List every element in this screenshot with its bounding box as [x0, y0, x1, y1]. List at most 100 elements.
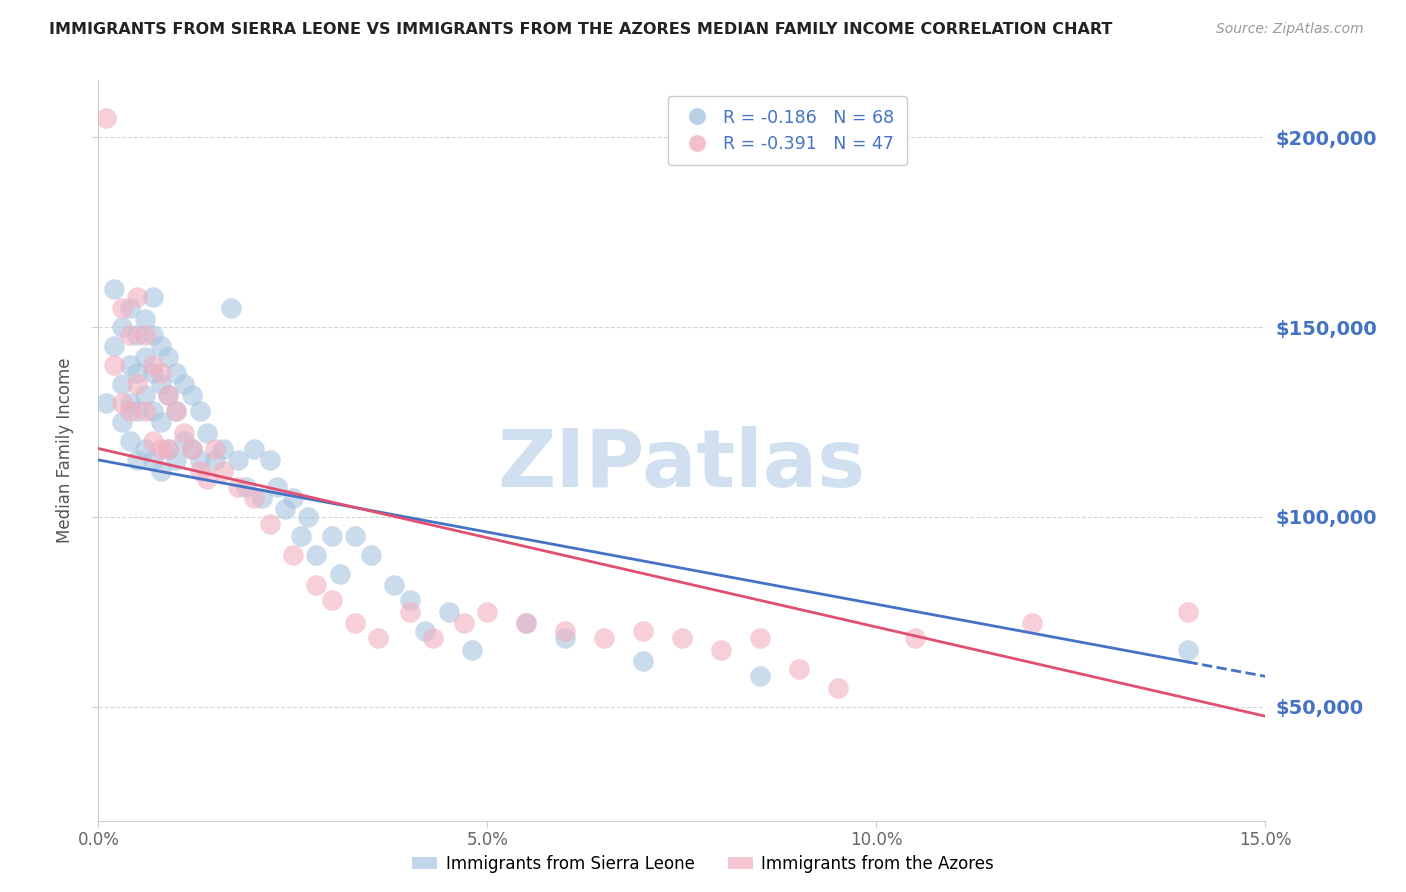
Point: [188, 464, 211, 478]
Point: [149, 339, 172, 353]
Point: [398, 593, 420, 607]
Point: [1021, 616, 1043, 631]
Point: [398, 605, 420, 619]
Point: [180, 442, 202, 456]
Point: [413, 624, 436, 638]
Point: [195, 472, 218, 486]
Point: [118, 396, 141, 410]
Point: [827, 681, 849, 695]
Point: [477, 605, 499, 619]
Point: [344, 529, 367, 543]
Point: [1177, 642, 1199, 657]
Point: [173, 434, 195, 448]
Point: [127, 403, 149, 417]
Point: [515, 616, 537, 631]
Point: [157, 351, 180, 365]
Point: [165, 366, 187, 380]
Y-axis label: Median Family Income: Median Family Income: [56, 358, 75, 543]
Point: [554, 624, 576, 638]
Point: [631, 624, 654, 638]
Point: [157, 388, 180, 402]
Point: [228, 453, 250, 467]
Point: [360, 548, 382, 562]
Legend: R = -0.186   N = 68, R = -0.391   N = 47: R = -0.186 N = 68, R = -0.391 N = 47: [668, 96, 907, 165]
Point: [111, 415, 134, 429]
Point: [671, 632, 693, 646]
Point: [281, 491, 304, 505]
Point: [142, 358, 165, 372]
Point: [118, 403, 141, 417]
Point: [219, 301, 242, 315]
Point: [748, 632, 770, 646]
Point: [134, 351, 156, 365]
Text: Source: ZipAtlas.com: Source: ZipAtlas.com: [1216, 22, 1364, 37]
Point: [382, 578, 405, 592]
Point: [305, 548, 328, 562]
Point: [118, 434, 141, 448]
Point: [243, 491, 266, 505]
Point: [96, 112, 118, 126]
Point: [149, 442, 172, 456]
Point: [188, 453, 211, 467]
Point: [904, 632, 927, 646]
Point: [593, 632, 616, 646]
Point: [149, 415, 172, 429]
Point: [103, 339, 125, 353]
Text: IMMIGRANTS FROM SIERRA LEONE VS IMMIGRANTS FROM THE AZORES MEDIAN FAMILY INCOME : IMMIGRANTS FROM SIERRA LEONE VS IMMIGRAN…: [49, 22, 1112, 37]
Point: [118, 301, 141, 315]
Point: [157, 442, 180, 456]
Point: [165, 453, 187, 467]
Point: [243, 442, 266, 456]
Point: [157, 442, 180, 456]
Point: [290, 529, 312, 543]
Point: [157, 388, 180, 402]
Point: [180, 442, 202, 456]
Point: [710, 642, 733, 657]
Point: [422, 632, 444, 646]
Point: [748, 669, 770, 683]
Point: [461, 642, 484, 657]
Point: [173, 426, 195, 441]
Point: [111, 396, 134, 410]
Point: [165, 403, 187, 417]
Point: [134, 442, 156, 456]
Point: [127, 327, 149, 342]
Point: [149, 464, 172, 478]
Point: [259, 453, 281, 467]
Point: [329, 566, 352, 581]
Point: [134, 327, 156, 342]
Point: [127, 366, 149, 380]
Point: [367, 632, 389, 646]
Point: [127, 290, 149, 304]
Point: [149, 377, 172, 392]
Point: [212, 464, 235, 478]
Point: [134, 388, 156, 402]
Point: [142, 453, 165, 467]
Point: [281, 548, 304, 562]
Point: [111, 301, 134, 315]
Point: [149, 366, 172, 380]
Point: [165, 403, 187, 417]
Point: [250, 491, 273, 505]
Point: [212, 442, 235, 456]
Point: [195, 426, 218, 441]
Point: [142, 290, 165, 304]
Point: [204, 442, 226, 456]
Point: [266, 479, 288, 493]
Point: [103, 358, 125, 372]
Point: [142, 366, 165, 380]
Point: [173, 377, 195, 392]
Point: [142, 434, 165, 448]
Point: [127, 377, 149, 392]
Point: [96, 396, 118, 410]
Point: [188, 403, 211, 417]
Point: [515, 616, 537, 631]
Point: [321, 593, 343, 607]
Point: [228, 479, 250, 493]
Point: [111, 320, 134, 334]
Point: [305, 578, 328, 592]
Legend: Immigrants from Sierra Leone, Immigrants from the Azores: Immigrants from Sierra Leone, Immigrants…: [405, 848, 1001, 880]
Point: [259, 517, 281, 532]
Point: [297, 509, 319, 524]
Point: [204, 453, 226, 467]
